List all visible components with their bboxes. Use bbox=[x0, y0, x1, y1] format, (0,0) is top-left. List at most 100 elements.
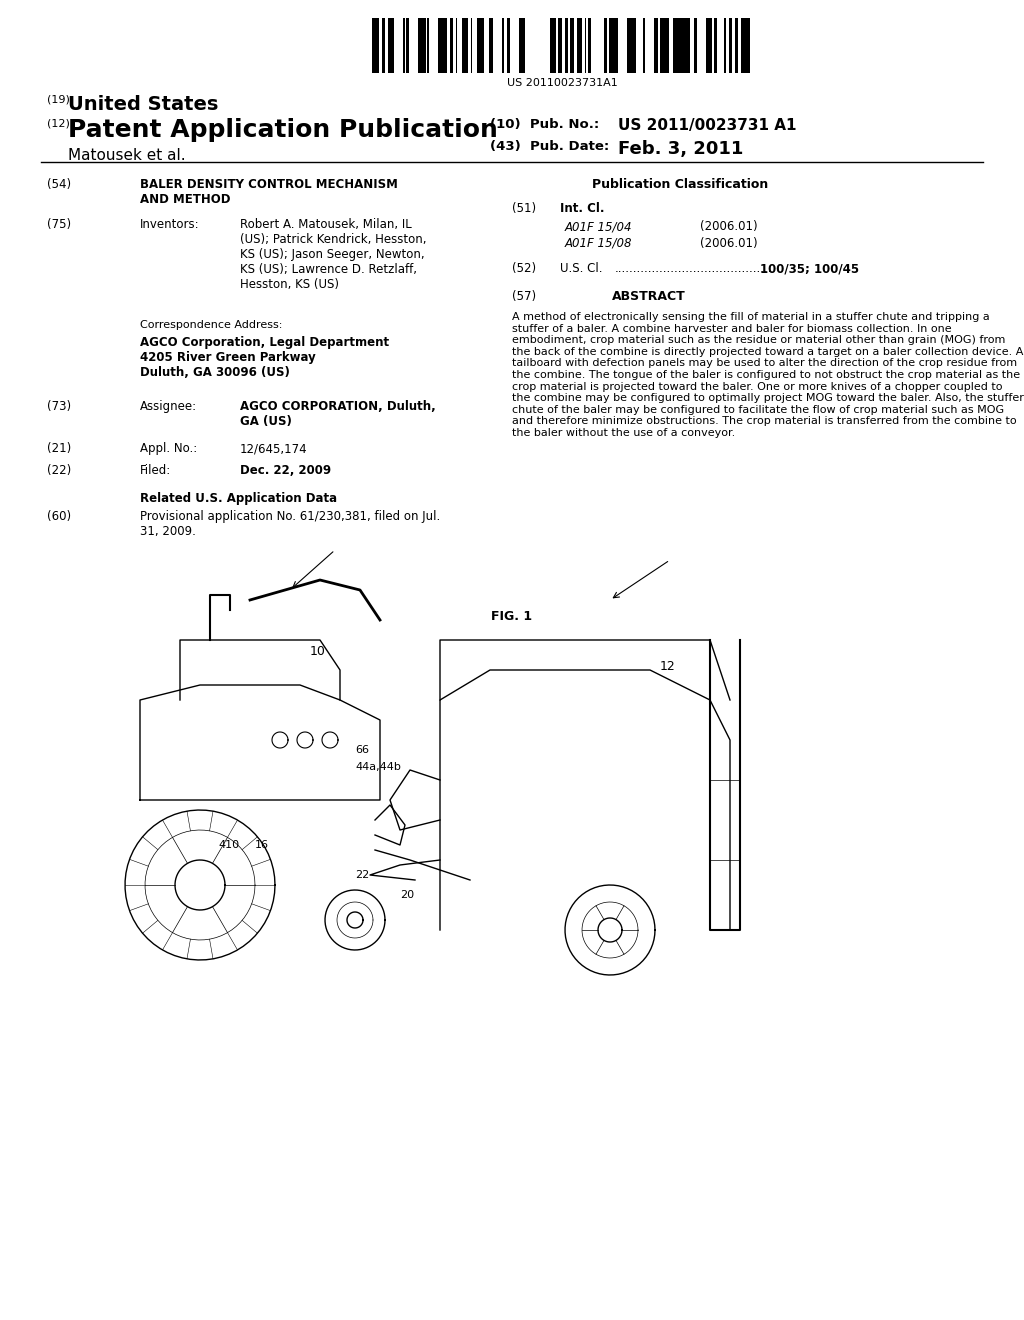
Text: US 20110023731A1: US 20110023731A1 bbox=[507, 78, 617, 88]
Bar bbox=[555, 18, 556, 73]
Bar bbox=[673, 18, 675, 73]
Bar bbox=[708, 18, 712, 73]
Bar bbox=[571, 18, 574, 73]
Bar bbox=[421, 18, 423, 73]
Text: (21): (21) bbox=[47, 442, 72, 455]
Text: Matousek et al.: Matousek et al. bbox=[68, 148, 185, 162]
Text: (57): (57) bbox=[512, 290, 537, 304]
Text: A01F 15/08: A01F 15/08 bbox=[565, 238, 633, 249]
Text: U.S. Cl.: U.S. Cl. bbox=[560, 261, 602, 275]
Text: 12/645,174: 12/645,174 bbox=[240, 442, 307, 455]
Text: United States: United States bbox=[68, 95, 218, 114]
Bar bbox=[437, 18, 442, 73]
Bar bbox=[520, 18, 524, 73]
Bar bbox=[589, 18, 591, 73]
Text: Filed:: Filed: bbox=[140, 465, 171, 477]
Text: 44a,44b: 44a,44b bbox=[355, 762, 400, 772]
Text: (2006.01): (2006.01) bbox=[700, 220, 758, 234]
Bar bbox=[627, 18, 630, 73]
Bar bbox=[466, 18, 468, 73]
Text: (73): (73) bbox=[47, 400, 71, 413]
Bar bbox=[740, 18, 742, 73]
Text: AGCO Corporation, Legal Department: AGCO Corporation, Legal Department bbox=[140, 337, 389, 348]
Bar bbox=[507, 18, 510, 73]
Bar bbox=[565, 18, 568, 73]
Text: (54): (54) bbox=[47, 178, 71, 191]
Text: BALER DENSITY CONTROL MECHANISM
AND METHOD: BALER DENSITY CONTROL MECHANISM AND METH… bbox=[140, 178, 398, 206]
Bar bbox=[420, 18, 421, 73]
Bar bbox=[456, 18, 457, 73]
Bar bbox=[743, 18, 746, 73]
Bar bbox=[388, 18, 391, 73]
Bar bbox=[569, 18, 571, 73]
Text: Assignee:: Assignee: bbox=[140, 400, 198, 413]
Bar bbox=[667, 18, 669, 73]
Bar bbox=[481, 18, 484, 73]
Bar bbox=[588, 18, 589, 73]
Text: (19): (19) bbox=[47, 95, 70, 106]
Text: Related U.S. Application Data: Related U.S. Application Data bbox=[140, 492, 337, 506]
Bar bbox=[746, 18, 748, 73]
Bar bbox=[655, 18, 656, 73]
Text: (51): (51) bbox=[512, 202, 537, 215]
Bar bbox=[384, 18, 385, 73]
Text: Appl. No.:: Appl. No.: bbox=[140, 442, 198, 455]
Bar bbox=[643, 18, 644, 73]
Bar bbox=[604, 18, 607, 73]
Bar bbox=[427, 18, 428, 73]
Bar bbox=[683, 18, 685, 73]
Bar bbox=[450, 18, 451, 73]
Bar bbox=[502, 18, 504, 73]
Bar bbox=[553, 18, 555, 73]
Text: (60): (60) bbox=[47, 510, 71, 523]
Text: FIG. 1: FIG. 1 bbox=[492, 610, 532, 623]
Bar bbox=[550, 18, 553, 73]
Text: 20: 20 bbox=[400, 890, 414, 900]
Bar bbox=[406, 18, 408, 73]
Text: Inventors:: Inventors: bbox=[140, 218, 200, 231]
Bar bbox=[728, 18, 731, 73]
Bar bbox=[631, 18, 634, 73]
Text: (22): (22) bbox=[47, 465, 72, 477]
Bar bbox=[476, 18, 481, 73]
Bar bbox=[634, 18, 636, 73]
Text: A01F 15/04: A01F 15/04 bbox=[565, 220, 633, 234]
Bar bbox=[659, 18, 662, 73]
Bar bbox=[577, 18, 579, 73]
Text: (12): (12) bbox=[47, 117, 70, 128]
Bar bbox=[694, 18, 695, 73]
Bar bbox=[403, 18, 404, 73]
Text: 410: 410 bbox=[218, 840, 240, 850]
Text: (2006.01): (2006.01) bbox=[700, 238, 758, 249]
Bar bbox=[408, 18, 409, 73]
Text: Dec. 22, 2009: Dec. 22, 2009 bbox=[240, 465, 331, 477]
Bar bbox=[451, 18, 453, 73]
Bar bbox=[695, 18, 697, 73]
Text: AGCO CORPORATION, Duluth,
GA (US): AGCO CORPORATION, Duluth, GA (US) bbox=[240, 400, 436, 428]
Text: ..........................................: ........................................… bbox=[615, 261, 772, 275]
Bar bbox=[518, 18, 520, 73]
Text: (10)  Pub. No.:: (10) Pub. No.: bbox=[490, 117, 599, 131]
Bar bbox=[559, 18, 562, 73]
Bar bbox=[656, 18, 658, 73]
Text: Publication Classification: Publication Classification bbox=[592, 178, 768, 191]
Text: Feb. 3, 2011: Feb. 3, 2011 bbox=[618, 140, 743, 158]
Text: Robert A. Matousek, Milan, IL
(US); Patrick Kendrick, Hesston,
KS (US); Jason Se: Robert A. Matousek, Milan, IL (US); Patr… bbox=[240, 218, 427, 290]
Text: Correspondence Address:: Correspondence Address: bbox=[140, 319, 283, 330]
Bar bbox=[608, 18, 610, 73]
Bar bbox=[579, 18, 582, 73]
Text: (52): (52) bbox=[512, 261, 537, 275]
Bar bbox=[748, 18, 750, 73]
Text: A method of electronically sensing the fill of material in a stuffer chute and t: A method of electronically sensing the f… bbox=[512, 312, 1024, 438]
Bar bbox=[613, 18, 617, 73]
Bar bbox=[470, 18, 472, 73]
Bar bbox=[423, 18, 426, 73]
Bar bbox=[418, 18, 420, 73]
Bar bbox=[391, 18, 394, 73]
Bar bbox=[662, 18, 663, 73]
Bar bbox=[492, 18, 493, 73]
Bar bbox=[685, 18, 686, 73]
Bar bbox=[585, 18, 586, 73]
Bar bbox=[382, 18, 384, 73]
Text: US 2011/0023731 A1: US 2011/0023731 A1 bbox=[618, 117, 797, 133]
